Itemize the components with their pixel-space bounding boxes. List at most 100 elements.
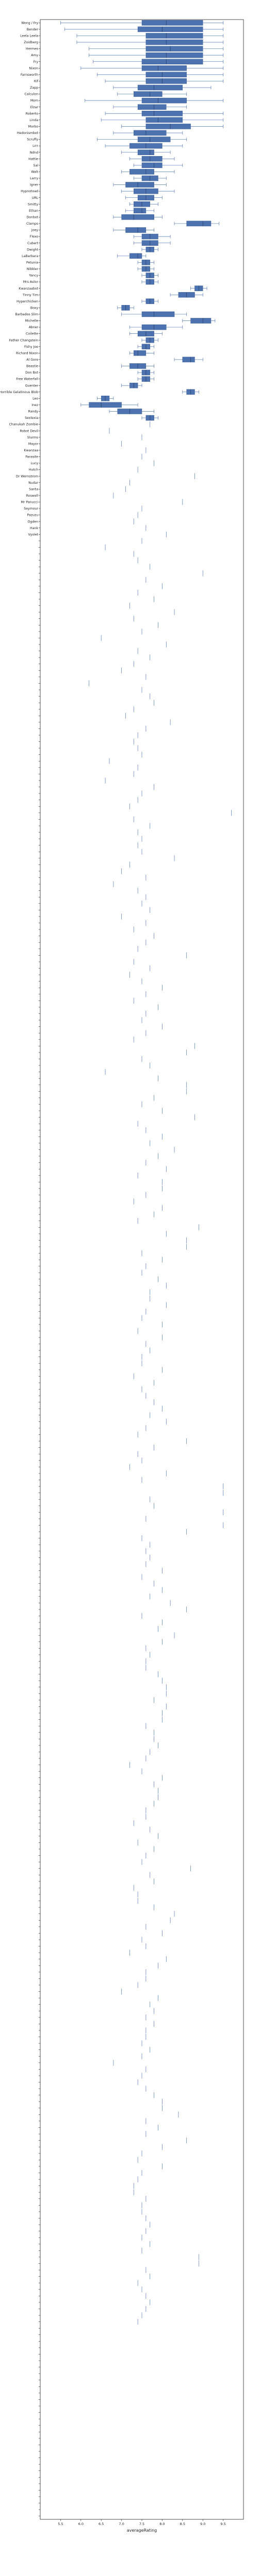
- box: [190, 318, 212, 324]
- x-tick-label: 8.5: [180, 2522, 185, 2526]
- y-tick-label: Horrible Gelatinous Blob: [0, 391, 38, 394]
- x-tick-label: 5.5: [58, 2522, 63, 2526]
- box: [125, 227, 147, 233]
- y-tick-label: Donbot: [26, 215, 38, 219]
- y-tick-label: Hermes: [26, 47, 38, 51]
- y-tick-label: Sal: [34, 164, 39, 167]
- y-tick-label: Bender: [27, 28, 39, 31]
- y-tick-label: Michelle: [25, 319, 39, 323]
- box: [145, 117, 183, 123]
- y-tick-label: Mrs Astor: [23, 280, 39, 284]
- y-tick-label: Farnsworth: [21, 73, 38, 77]
- y-tick-label: Hedonismbot: [17, 131, 39, 135]
- x-tick-label: 8.0: [159, 2522, 165, 2526]
- y-tick-label: Guenter: [25, 384, 39, 387]
- y-tick-label: Dwight: [27, 248, 38, 251]
- y-tick-label: Leo: [32, 397, 38, 400]
- y-tick-label: Kwanzaabot: [19, 287, 38, 291]
- y-tick-label: Nibbler: [27, 267, 39, 271]
- y-tick-label: Richard Nixon: [16, 351, 38, 355]
- y-tick-label: Randy: [28, 410, 39, 414]
- y-tick-label: Morbo: [28, 125, 39, 129]
- box: [141, 20, 203, 26]
- box: [133, 91, 163, 97]
- y-tick-label: Inez: [31, 403, 38, 407]
- y-tick-label: Sexlexia: [25, 416, 38, 420]
- y-tick-label: Hank: [30, 527, 38, 530]
- x-tick-label: 6.0: [78, 2522, 84, 2526]
- box: [186, 221, 212, 227]
- y-tick-label: Dr Wernstrom: [16, 474, 38, 478]
- box: [141, 311, 175, 317]
- y-tick-label: Wong / Fry: [21, 21, 38, 25]
- y-tick-label: Vyolet: [28, 533, 39, 536]
- y-tick-label: Chanukah Zombie: [9, 423, 38, 427]
- y-tick-label: URL: [32, 196, 39, 200]
- y-tick-label: LaBarbara: [22, 255, 38, 258]
- y-tick-label: Scruffy: [27, 138, 38, 142]
- box: [137, 26, 203, 32]
- y-tick-label: Roswell: [26, 494, 39, 498]
- y-tick-label: Don Bot: [25, 371, 38, 375]
- box: [133, 350, 147, 356]
- y-tick-label: Seymour: [24, 507, 38, 511]
- y-tick-label: Free Waterfall: [16, 378, 38, 381]
- y-tick-label: Ogden: [28, 520, 39, 523]
- box: [141, 156, 163, 162]
- y-tick-label: Clamps: [26, 222, 38, 226]
- x-tick-label: 7.5: [139, 2522, 144, 2526]
- y-tick-label: Smitty: [28, 202, 39, 206]
- y-tick-label: Robot Devil: [20, 429, 38, 433]
- y-tick-label: Hypnotoad: [21, 190, 38, 193]
- box: [141, 97, 187, 104]
- box: [129, 169, 154, 175]
- box: [141, 65, 187, 71]
- box: [145, 78, 187, 84]
- box: [182, 357, 195, 363]
- box: [137, 84, 183, 91]
- y-tick-label: Hyperchicken: [17, 300, 38, 303]
- x-tick-label: 6.5: [99, 2522, 104, 2526]
- y-tick-label: Amy: [31, 54, 38, 57]
- box: [145, 46, 203, 52]
- y-tick-label: Walt: [31, 170, 38, 174]
- y-tick-label: Kwanzaa: [24, 449, 38, 452]
- x-tick-label: 9.5: [220, 2522, 225, 2526]
- box: [141, 162, 163, 168]
- y-tick-label: Mr Panucci: [21, 501, 39, 504]
- y-tick-label: Mom: [30, 99, 38, 103]
- box: [145, 39, 203, 45]
- box: [137, 137, 171, 142]
- y-tick-label: Parasite: [25, 455, 38, 459]
- box: [129, 253, 142, 259]
- y-tick-label: Igner: [30, 183, 38, 187]
- y-tick-label: Beastie: [26, 365, 38, 368]
- y-tick-label: Boxy: [30, 306, 39, 310]
- y-tick-label: Joey: [31, 229, 38, 232]
- y-tick-label: Abner: [29, 326, 39, 329]
- y-tick-label: Larry: [30, 177, 38, 180]
- y-tick-label: Linda: [29, 118, 38, 122]
- y-tick-label: Zapp: [30, 86, 38, 90]
- x-axis-label: averageRating: [127, 2528, 157, 2533]
- box: [141, 59, 203, 64]
- y-tick-label: Ndnd: [30, 151, 38, 155]
- box: [145, 72, 187, 78]
- y-tick-label: Al Gore: [26, 358, 38, 362]
- box: [141, 110, 183, 116]
- x-tick-label: 7.0: [119, 2522, 124, 2526]
- y-tick-label: Fishy Joe: [24, 345, 38, 349]
- y-tick-label: Nixon: [29, 66, 38, 70]
- y-tick-label: Calculon: [24, 93, 38, 96]
- box: [133, 130, 167, 136]
- x-tick-label: 9.0: [200, 2522, 205, 2526]
- y-tick-label: Petunia: [26, 261, 38, 264]
- y-tick-label: Pazuzu: [27, 514, 38, 517]
- y-tick-label: Zoidberg: [24, 41, 38, 44]
- y-tick-label: Flexo: [30, 235, 38, 239]
- box: [133, 208, 147, 214]
- y-tick-label: Tinny Tim: [22, 293, 38, 297]
- plot-frame: [40, 19, 244, 2520]
